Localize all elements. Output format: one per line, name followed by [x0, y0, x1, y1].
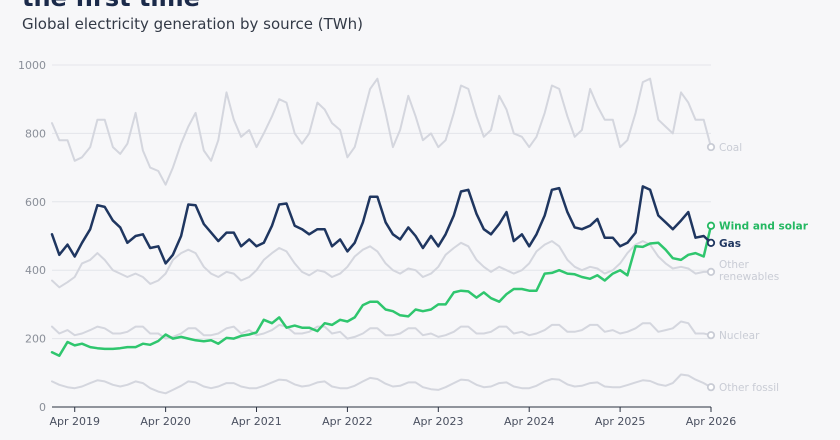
series-end-marker-other-fossil [706, 383, 716, 392]
series-line-nuclear [51, 320, 712, 340]
series-end-marker-wind-and-solar [706, 221, 716, 230]
series-label-other-fossil: Other fossil [719, 382, 779, 394]
x-tick-label: Apr 2022 [322, 415, 373, 428]
x-axis: Apr 2019 Apr 2020 Apr 2021 Apr 2022 Apr 2023… [49, 406, 737, 428]
y-axis-ticks: 0 200 400 600 800 1000 [18, 59, 46, 414]
series-line-gas [50, 185, 713, 265]
page-title: the first time [22, 0, 200, 12]
x-tick-label: Apr 2024 [504, 415, 555, 428]
series-end-markers [706, 142, 716, 392]
series-lines [50, 77, 713, 395]
y-tick-label: 600 [25, 196, 46, 209]
series-line-wind-and-solar [50, 224, 713, 357]
y-tick-label: 800 [25, 127, 46, 140]
series-line-other-fossil [51, 373, 712, 395]
series-label-other-renewables: Other renewables [719, 259, 779, 283]
x-tick-label: Apr 2025 [595, 415, 646, 428]
grid-lines [52, 64, 711, 340]
series-end-marker-nuclear [706, 331, 716, 340]
series-label-wind-and-solar: Wind and solar [719, 221, 809, 233]
y-tick-label: 400 [25, 264, 46, 277]
y-tick-label: 0 [39, 401, 46, 414]
y-tick-label: 200 [25, 333, 46, 346]
x-tick-label: Apr 2021 [231, 415, 282, 428]
series-labels: Coal Other renewables Nuclear Other fossil Wi… [719, 142, 809, 394]
series-end-marker-gas [706, 238, 716, 247]
series-line-other-renewables [51, 240, 712, 289]
x-tick-label: Apr 2023 [413, 415, 464, 428]
series-line-coal [51, 77, 712, 186]
chart-subtitle: Global electricity generation by source … [22, 15, 363, 33]
x-tick-label: Apr 2020 [140, 415, 191, 428]
series-label-nuclear: Nuclear [719, 330, 760, 342]
series-end-marker-other-renewables [706, 267, 716, 277]
x-tick-label: Apr 2019 [49, 415, 100, 428]
series-label-coal: Coal [719, 142, 742, 154]
series-label-gas: Gas [719, 238, 741, 250]
y-tick-label: 1000 [18, 59, 46, 72]
series-end-marker-coal [706, 142, 716, 152]
x-tick-label: Apr 2026 [686, 415, 737, 428]
